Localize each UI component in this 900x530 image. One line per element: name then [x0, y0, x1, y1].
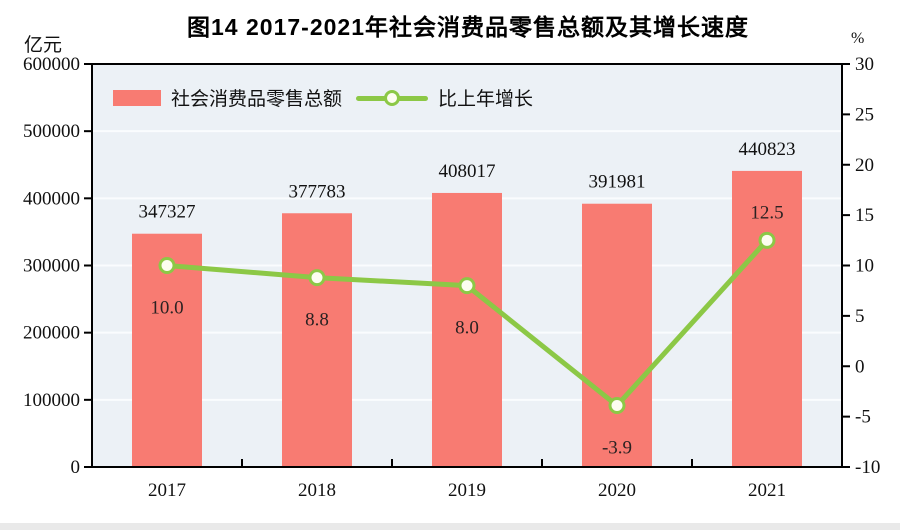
line-marker-2017 — [158, 257, 176, 274]
right-axis-tick-label: 20 — [855, 155, 874, 176]
right-axis-tick-label: -5 — [855, 407, 871, 428]
rate-value-label-2018: 8.8 — [305, 310, 329, 331]
page-bottom-divider — [0, 523, 900, 530]
legend-line-label: 比上年增长 — [438, 89, 534, 110]
legend-line-symbol — [356, 89, 429, 106]
right-axis-tick-label: 30 — [855, 54, 874, 75]
bar-value-label-2018: 377783 — [289, 181, 346, 202]
x-axis-label-2021: 2021 — [748, 480, 786, 501]
rate-value-label-2021: 12.5 — [750, 202, 783, 223]
rate-value-label-2017: 10.0 — [150, 298, 183, 319]
right-axis-tick-label: 5 — [855, 306, 865, 327]
right-axis-tick-label: 15 — [855, 205, 874, 226]
line-marker-2021 — [758, 231, 776, 249]
right-axis-tick-label: 10 — [855, 256, 874, 277]
rate-value-label-2019: 8.0 — [455, 318, 479, 339]
bar-2021 — [732, 170, 802, 467]
bar-2020 — [582, 203, 652, 467]
bar-value-label-2019: 408017 — [439, 161, 496, 182]
line-marker-2018 — [308, 269, 326, 287]
x-axis-label-2019: 2019 — [448, 480, 486, 501]
right-axis-unit: % — [851, 30, 865, 47]
right-axis-tick-label: 0 — [855, 356, 865, 377]
rate-value-label-2020: -3.9 — [602, 438, 632, 459]
line-marker-2020 — [608, 397, 626, 415]
bar-2018 — [282, 213, 352, 467]
legend-bar-swatch — [113, 89, 161, 106]
left-axis-tick-label: 400000 — [23, 188, 80, 209]
legend-bar-label: 社会消费品零售总额 — [171, 89, 343, 110]
left-axis-tick-label: 300000 — [23, 256, 80, 277]
line-marker-2019 — [458, 277, 476, 295]
right-axis-tick-label: 25 — [855, 104, 874, 125]
x-axis-label-2020: 2020 — [598, 480, 636, 501]
bar-value-label-2021: 440823 — [739, 139, 796, 160]
legend: 社会消费品零售总额 比上年增长 — [113, 84, 533, 111]
chart-title: 图14 2017-2021年社会消费品零售总额及其增长速度 — [187, 14, 749, 40]
right-axis-tick-label: -10 — [855, 457, 880, 478]
x-axis-label-2017: 2017 — [148, 480, 186, 501]
bar-value-label-2017: 347327 — [139, 202, 196, 223]
left-axis-tick-label: 500000 — [23, 121, 80, 142]
left-axis-tick-label: 0 — [71, 457, 81, 478]
left-axis-tick-label: 100000 — [23, 390, 80, 411]
legend-line-marker-icon — [384, 89, 401, 106]
left-axis-unit: 亿元 — [24, 35, 63, 56]
bar-2019 — [432, 192, 502, 467]
bar-value-label-2020: 391981 — [589, 172, 646, 193]
x-axis-label-2018: 2018 — [298, 480, 336, 501]
left-axis-tick-label: 200000 — [23, 323, 80, 344]
left-axis-tick-label: 600000 — [23, 54, 80, 75]
